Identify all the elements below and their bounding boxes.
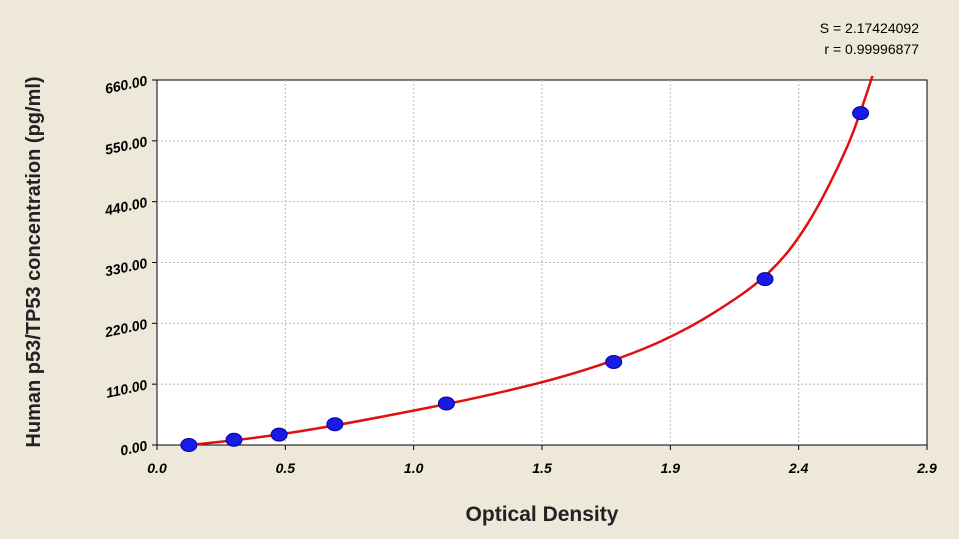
fitted-curve-layer [188, 76, 874, 445]
y-axis-label: Human p53/TP53 concentration (pg/ml) [23, 76, 45, 447]
data-point [756, 272, 774, 287]
x-tick-label: 0.5 [276, 460, 296, 476]
grid-lines [157, 80, 927, 445]
x-tick-label: 1.5 [532, 460, 552, 476]
y-tick-label: 550.00 [103, 133, 148, 158]
r-statistic: r = 0.99996877 [824, 41, 919, 57]
x-tick-label: 1.9 [661, 460, 681, 476]
y-tick-label: 330.00 [103, 255, 148, 280]
y-tick-label: 440.00 [102, 194, 148, 219]
y-tick-label: 110.00 [104, 376, 148, 400]
data-point [605, 355, 623, 370]
y-tick-label: 220.00 [102, 316, 148, 341]
data-point [180, 438, 198, 452]
y-tick-label: 660.00 [103, 72, 148, 97]
data-point [225, 432, 243, 447]
x-tick-label: 2.9 [916, 460, 937, 476]
data-point [437, 396, 455, 411]
x-tick-label: 1.0 [404, 460, 424, 476]
data-point [326, 417, 344, 432]
data-point [852, 106, 870, 121]
fitted-curve [188, 76, 874, 445]
data-point [270, 427, 288, 442]
x-tick-label: 2.4 [788, 460, 809, 476]
s-statistic: S = 2.17424092 [819, 20, 919, 36]
data-points-layer [180, 106, 870, 452]
y-tick-label: 0.00 [119, 437, 149, 458]
x-tick-label: 0.0 [147, 460, 167, 476]
x-axis-label: Optical Density [466, 503, 619, 526]
